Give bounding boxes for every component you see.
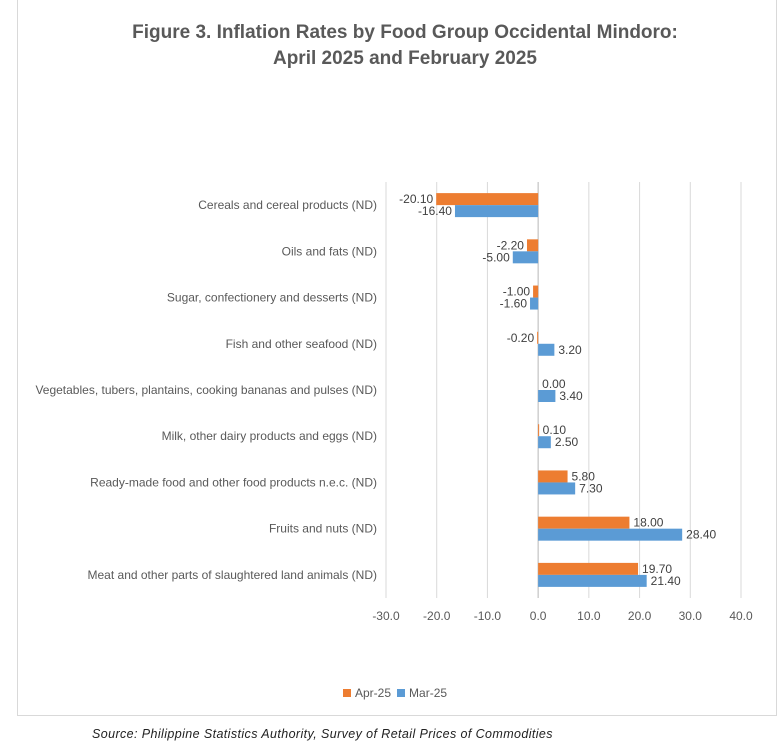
data-label-mar: 2.50	[555, 435, 579, 449]
legend-item-mar: Mar-25	[397, 686, 447, 700]
x-tick-label: 40.0	[729, 609, 753, 623]
bar-apr	[538, 562, 639, 575]
bar-mar	[538, 343, 555, 356]
data-label-mar: -5.00	[482, 250, 510, 264]
data-label-mar: 3.40	[559, 389, 583, 403]
x-tick-label: 20.0	[628, 609, 652, 623]
data-label-apr: 18.00	[633, 516, 663, 530]
bar-mar	[538, 528, 683, 541]
chart-title-line-2: April 2025 and February 2025	[272, 48, 537, 69]
bar-mar	[538, 436, 551, 449]
category-label: Fruits and nuts (ND)	[269, 522, 377, 536]
bar-mar	[538, 482, 576, 495]
chart-frame	[17, 0, 777, 716]
category-label: Fish and other seafood (ND)	[226, 337, 377, 351]
category-label: Vegetables, tubers, plantains, cooking b…	[35, 383, 377, 397]
data-label-mar: 28.40	[686, 528, 716, 542]
category-label: Cereals and cereal products (ND)	[198, 198, 377, 212]
bar-mar	[454, 205, 539, 218]
chart-title: Figure 3. Inflation Rates by Food Group …	[80, 20, 730, 72]
data-label-apr: -2.20	[497, 238, 525, 252]
x-tick-label: -30.0	[372, 609, 400, 623]
bar-apr	[533, 285, 539, 298]
legend-label-apr: Apr-25	[355, 686, 392, 700]
x-tick-label: 0.0	[530, 609, 547, 623]
category-label: Milk, other dairy products and eggs (ND)	[162, 429, 377, 443]
bar-apr	[538, 516, 630, 529]
legend-swatch-mar	[397, 689, 406, 697]
bar-apr	[537, 331, 539, 344]
legend-label-mar: Mar-25	[409, 686, 448, 700]
data-label-apr: 0.10	[543, 423, 567, 437]
data-label-mar: -16.40	[418, 204, 452, 218]
data-label-mar: 3.20	[558, 343, 582, 357]
category-label: Ready-made food and other food products …	[90, 475, 377, 489]
bar-mar	[512, 251, 539, 264]
bar-apr	[526, 239, 539, 252]
category-label: Sugar, confectionery and desserts (ND)	[167, 291, 377, 305]
bar-apr	[538, 424, 540, 437]
data-label-mar: 7.30	[579, 481, 603, 495]
data-label-mar: 21.40	[651, 574, 681, 588]
x-tick-label: 10.0	[577, 609, 601, 623]
data-label-apr: 19.70	[642, 562, 672, 576]
data-label-apr: 0.00	[542, 377, 566, 391]
data-label-mar: -1.60	[500, 297, 528, 311]
chart-title-line-1: Figure 3. Inflation Rates by Food Group …	[132, 22, 678, 43]
bar-mar	[530, 297, 539, 310]
data-label-apr: -0.20	[507, 331, 535, 345]
x-tick-label: -10.0	[474, 609, 502, 623]
bar-mar	[538, 390, 556, 402]
category-label: Oils and fats (ND)	[282, 244, 377, 258]
data-label-apr: 5.80	[572, 469, 596, 483]
legend-item-apr: Apr-25	[343, 686, 391, 700]
bar-apr	[538, 470, 568, 483]
data-label-apr: -1.00	[503, 285, 531, 299]
x-tick-label: 30.0	[679, 609, 703, 623]
bar-apr	[436, 193, 539, 206]
category-label: Meat and other parts of slaughtered land…	[88, 568, 377, 582]
legend-swatch-apr	[343, 689, 351, 697]
legend: Apr-25 Mar-25	[343, 686, 453, 700]
x-tick-label: -20.0	[423, 609, 451, 623]
source-note: Source: Philippine Statistics Authority,…	[92, 727, 553, 741]
data-label-apr: -20.10	[399, 192, 433, 206]
bar-mar	[538, 574, 647, 587]
